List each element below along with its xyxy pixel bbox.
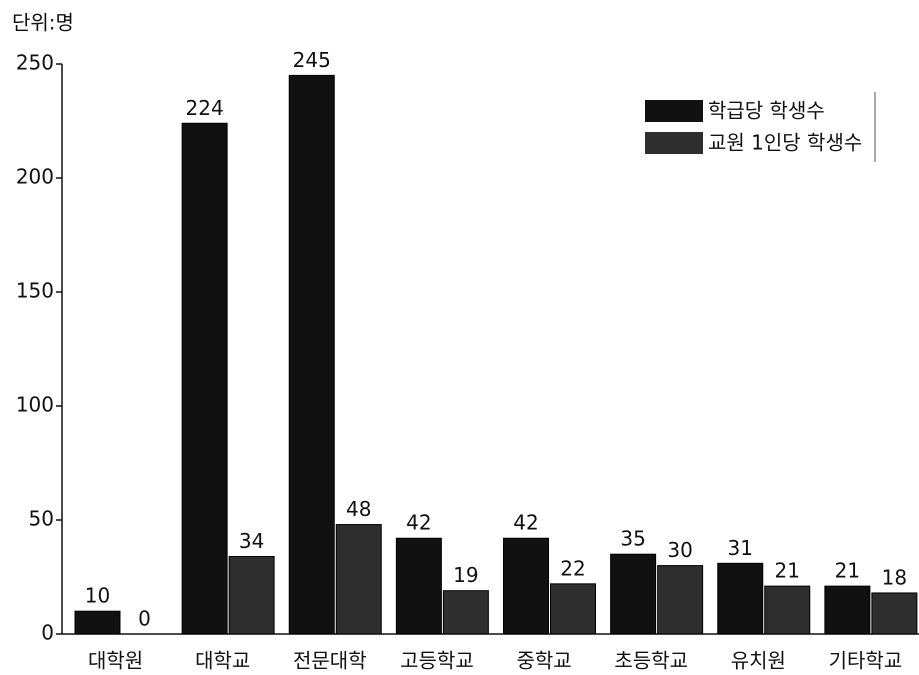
x-tick-label: 초등학교 <box>614 649 688 673</box>
value-label: 18 <box>882 565 907 589</box>
value-label: 224 <box>186 96 224 120</box>
value-label: 48 <box>346 497 371 521</box>
y-tick-label: 50 <box>29 507 54 531</box>
x-tick-label: 대학교 <box>195 649 250 673</box>
y-tick-label: 100 <box>16 393 54 417</box>
x-tick-label: 중학교 <box>516 649 571 673</box>
value-label: 31 <box>728 536 753 560</box>
unit-label: 단위:명 <box>12 11 74 35</box>
value-label: 22 <box>560 556 585 580</box>
bar <box>824 585 871 635</box>
bar <box>442 590 489 635</box>
legend-label: 학급당 학생수 <box>708 99 825 123</box>
bar <box>335 524 382 635</box>
bar <box>657 565 704 635</box>
bar <box>181 122 228 635</box>
x-tick-label: 대학원 <box>88 649 143 673</box>
value-label: 30 <box>667 538 692 562</box>
value-label: 245 <box>293 48 331 72</box>
value-label: 42 <box>513 511 538 535</box>
x-tick-label: 유치원 <box>731 649 786 673</box>
bar <box>74 610 121 635</box>
x-tick-label: 전문대학 <box>293 649 367 673</box>
bar <box>871 592 918 635</box>
bar <box>288 74 335 635</box>
value-label: 34 <box>239 529 264 553</box>
bar <box>764 585 811 635</box>
y-tick-label: 150 <box>16 279 54 303</box>
value-label: 0 <box>138 607 151 631</box>
y-tick-label: 0 <box>41 621 54 645</box>
legend-swatch <box>645 100 703 122</box>
bar <box>717 562 764 635</box>
legend-label: 교원 1인당 학생수 <box>708 131 862 155</box>
bar <box>395 537 442 635</box>
bar <box>550 583 596 635</box>
value-label: 21 <box>775 559 800 583</box>
bar <box>503 537 549 635</box>
value-label: 19 <box>453 563 478 587</box>
legend-swatch <box>645 132 703 154</box>
value-label: 10 <box>85 584 110 608</box>
value-label: 35 <box>620 527 645 551</box>
x-tick-label: 고등학교 <box>400 649 474 673</box>
bar <box>610 553 657 635</box>
y-tick-label: 200 <box>16 165 54 189</box>
value-label: 21 <box>835 559 860 583</box>
bar <box>228 555 275 635</box>
y-tick-label: 250 <box>16 51 54 75</box>
x-tick-label: 기타학교 <box>829 649 903 673</box>
value-label: 42 <box>406 511 431 535</box>
